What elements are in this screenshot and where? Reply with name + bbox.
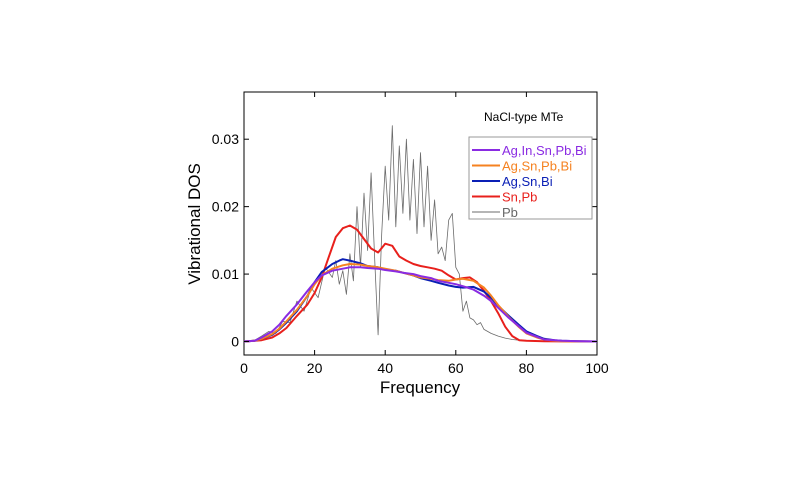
series-line-sn-pb (243, 224, 598, 343)
series-layer (243, 125, 598, 343)
x-axis-title: Frequency (380, 378, 461, 397)
y-axis-title: Vibrational DOS (185, 163, 204, 285)
x-tick-label: 40 (377, 360, 393, 376)
legend-label: Pb (502, 205, 518, 220)
x-tick-label: 100 (585, 360, 609, 376)
y-tick-label: 0.01 (212, 266, 239, 282)
series-line-ag-sn-bi (243, 258, 598, 343)
x-tick-label: 60 (448, 360, 464, 376)
plot-frame (243, 91, 598, 356)
x-tick-label: 80 (519, 360, 535, 376)
x-tick-label: 20 (307, 360, 323, 376)
series-line-pb (243, 125, 598, 342)
legend-label: Ag,Sn,Pb,Bi (502, 159, 572, 174)
legend-label: Ag,Sn,Bi (502, 174, 553, 189)
annotation-label: NaCl-type MTe (484, 110, 564, 124)
ticks-layer: 0 20 40 60 80 100 0 0.01 0.02 0.03 (212, 92, 609, 376)
series-line-ag-in-sn-pb-bi (243, 266, 598, 343)
legend-label: Sn,Pb (502, 190, 537, 205)
y-tick-label: 0.03 (212, 131, 239, 147)
y-tick-label: 0.02 (212, 199, 239, 215)
x-tick-label: 0 (240, 360, 248, 376)
y-tick-label: 0 (231, 334, 239, 350)
legend-label: Ag,In,Sn,Pb,Bi (502, 143, 587, 158)
